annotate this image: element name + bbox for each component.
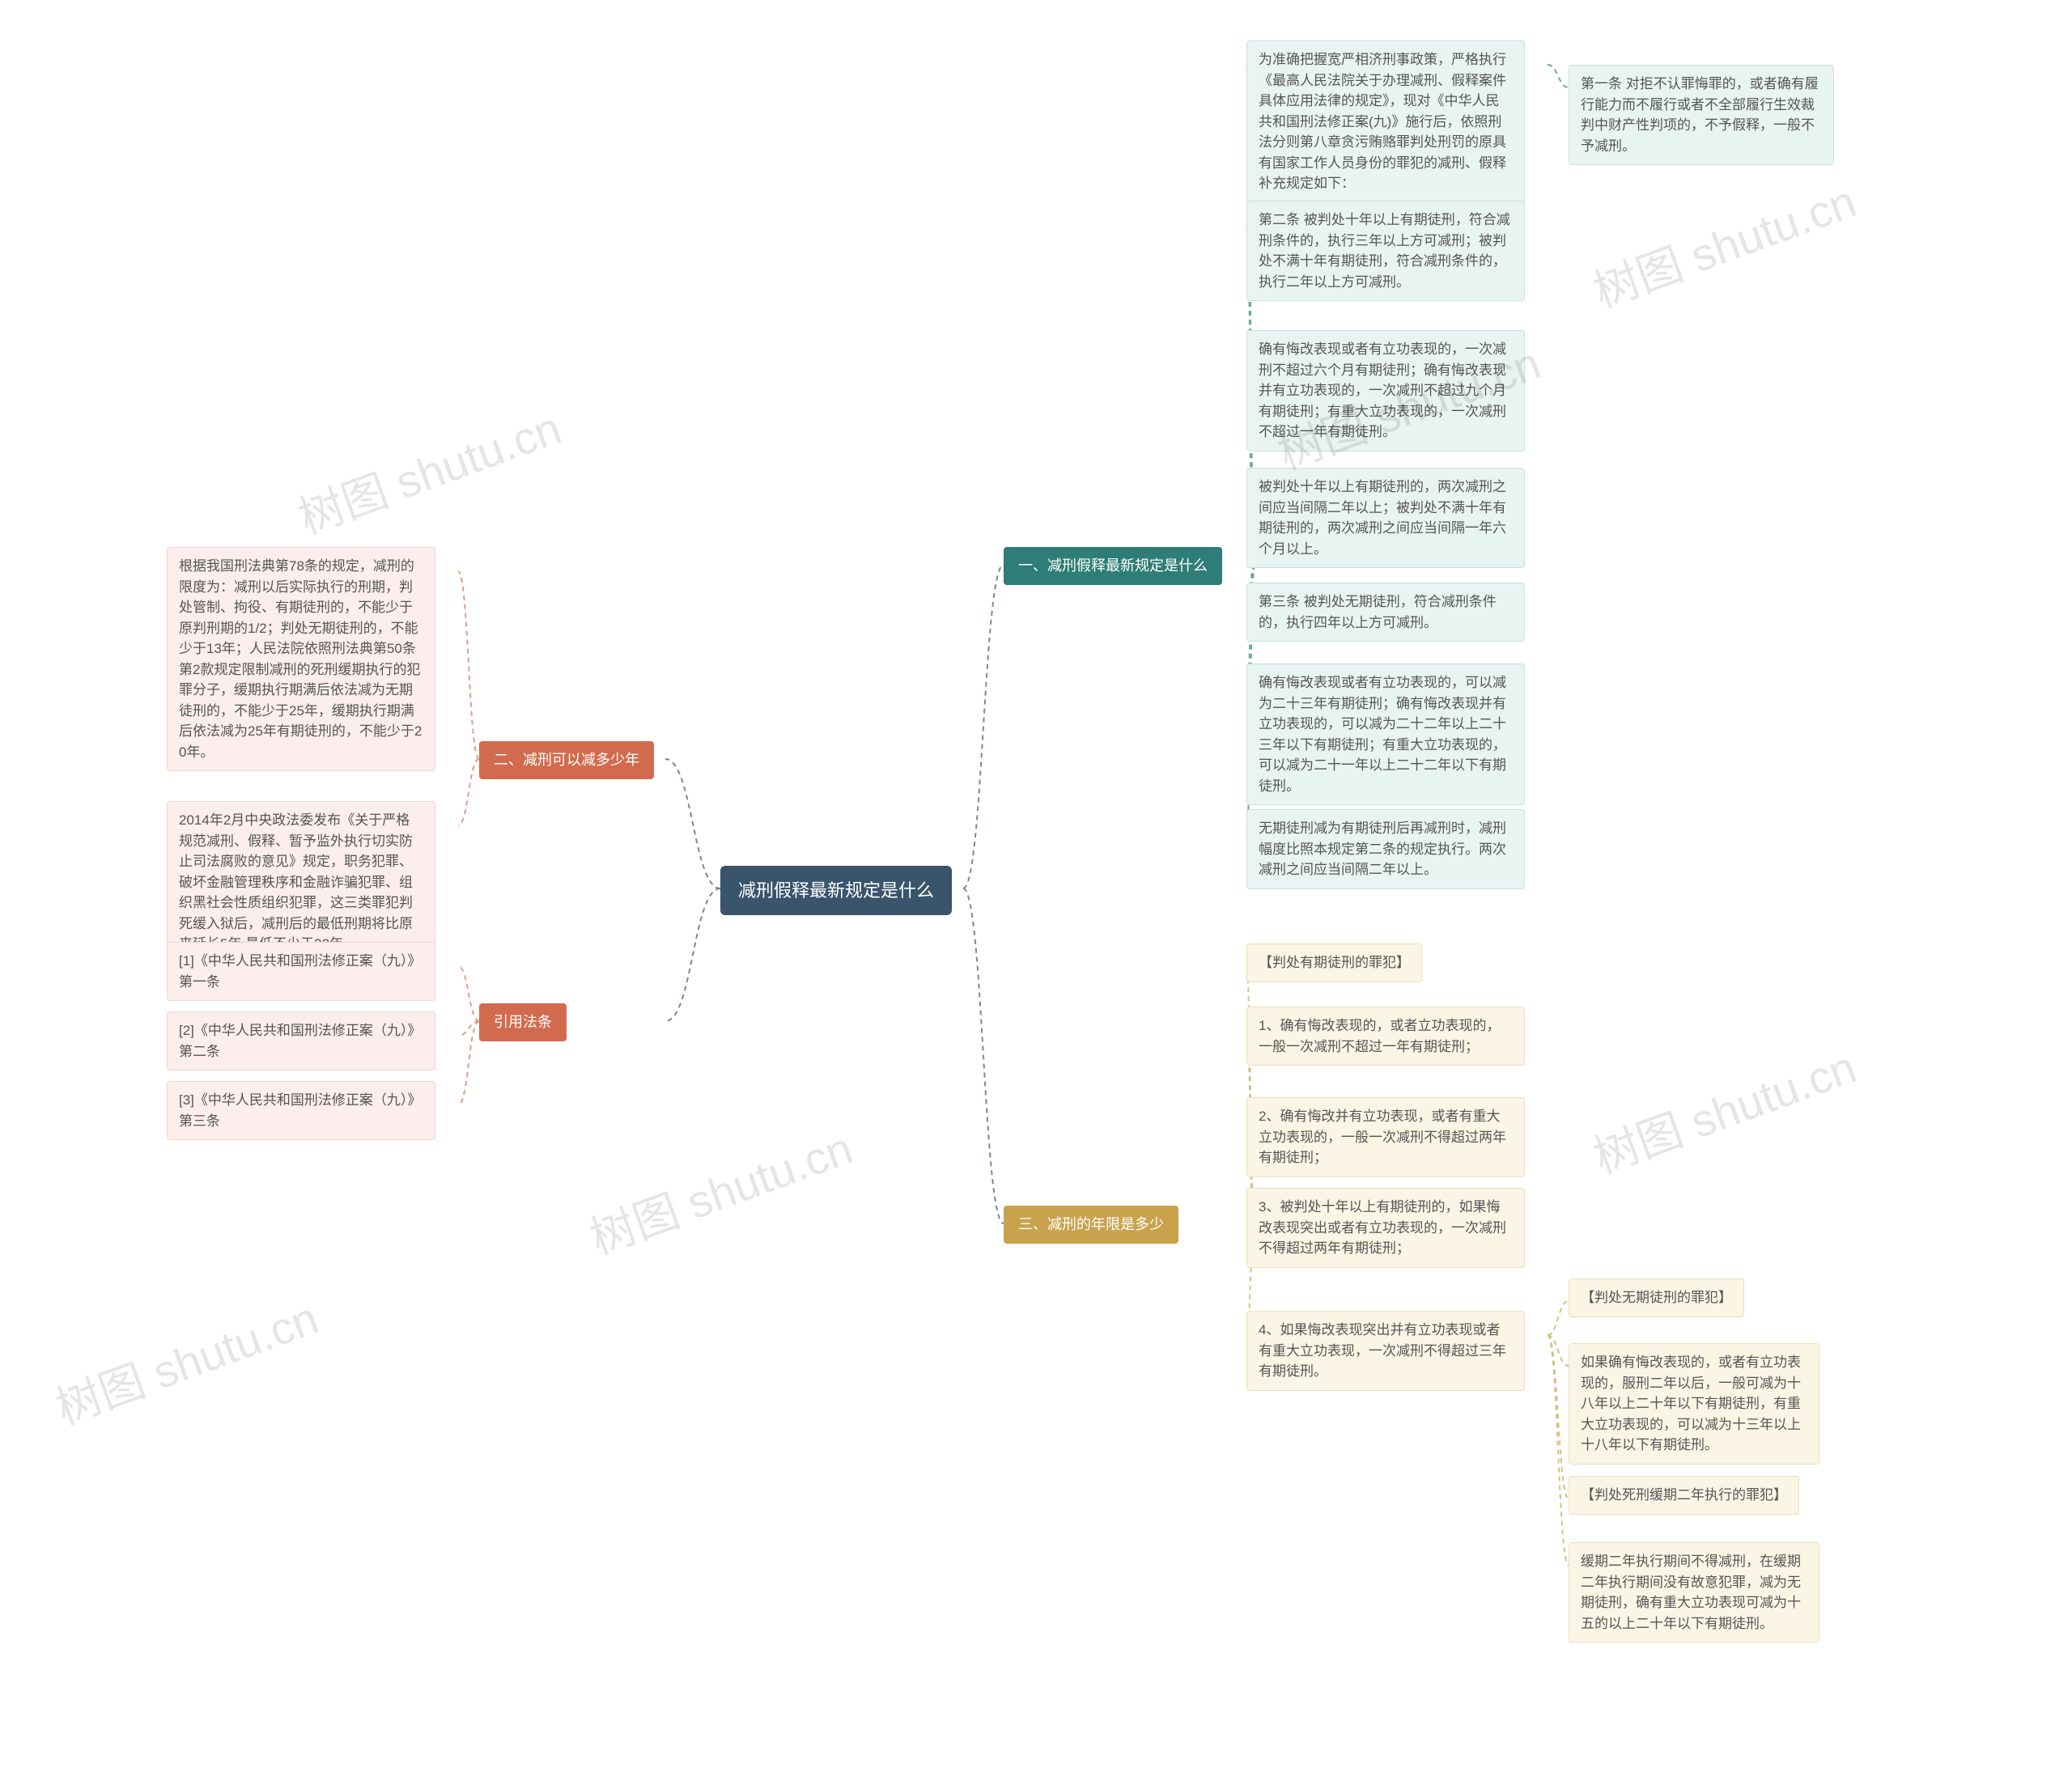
- leaf-b1c0a-label: 第一条 对拒不认罪悔罪的，或者确有履行能力而不履行或者不全部履行生效裁判中财产性…: [1569, 65, 1834, 165]
- leaf-b2c0: 根据我国刑法典第78条的规定，减刑的限度为：减刑以后实际执行的刑期，判处管制、拘…: [167, 547, 435, 771]
- leaf-b1c1-label: 第二条 被判处十年以上有期徒刑，符合减刑条件的，执行三年以上方可减刑；被判处不满…: [1246, 201, 1525, 301]
- leaf-b1c5-label: 确有悔改表现或者有立功表现的，可以减为二十三年有期徒刑；确有悔改表现并有立功表现…: [1246, 664, 1525, 805]
- leaf-b3c2: 2、确有悔改并有立功表现，或者有重大立功表现的，一般一次减刑不得超过两年有期徒刑…: [1246, 1097, 1525, 1177]
- leaf-b3c4a-label: 【判处无期徒刑的罪犯】: [1569, 1278, 1744, 1317]
- leaf-b4c2: [3]《中华人民共和国刑法修正案（九）》第三条: [167, 1081, 435, 1140]
- leaf-b3c4-label: 4、如果悔改表现突出并有立功表现或者有重大立功表现，一次减刑不得超过三年有期徒刑…: [1246, 1311, 1525, 1391]
- branch-b4-label: 引用法条: [479, 1003, 567, 1041]
- watermark: 树图 shutu.cn: [580, 1112, 860, 1267]
- leaf-b1c5: 确有悔改表现或者有立功表现的，可以减为二十三年有期徒刑；确有悔改表现并有立功表现…: [1246, 664, 1525, 805]
- leaf-b2c0-label: 根据我国刑法典第78条的规定，减刑的限度为：减刑以后实际执行的刑期，判处管制、拘…: [167, 547, 435, 771]
- branch-b2: 二、减刑可以减多少年: [479, 741, 654, 779]
- leaf-b4c1-label: [2]《中华人民共和国刑法修正案（九）》第二条: [167, 1011, 435, 1071]
- leaf-b1c0a: 第一条 对拒不认罪悔罪的，或者确有履行能力而不履行或者不全部履行生效裁判中财产性…: [1569, 65, 1834, 165]
- leaf-b3c1: 1、确有悔改表现的，或者立功表现的，一般一次减刑不超过一年有期徒刑；: [1246, 1007, 1525, 1066]
- leaf-b1c0: 为准确把握宽严相济刑事政策，严格执行《最高人民法院关于办理减刑、假释案件具体应用…: [1246, 40, 1525, 203]
- leaf-b3c2-label: 2、确有悔改并有立功表现，或者有重大立功表现的，一般一次减刑不得超过两年有期徒刑…: [1246, 1097, 1525, 1177]
- leaf-b3c1-label: 1、确有悔改表现的，或者立功表现的，一般一次减刑不超过一年有期徒刑；: [1246, 1007, 1525, 1066]
- leaf-b3c4d: 缓期二年执行期间不得减刑，在缓期二年执行期间没有故意犯罪，减为无期徒刑，确有重大…: [1569, 1542, 1819, 1643]
- watermark: 树图 shutu.cn: [288, 392, 569, 547]
- leaf-b1c4: 第三条 被判处无期徒刑，符合减刑条件的，执行四年以上方可减刑。: [1246, 583, 1525, 642]
- branch-b3-label: 三、减刑的年限是多少: [1004, 1206, 1178, 1244]
- leaf-b1c2: 确有悔改表现或者有立功表现的，一次减刑不超过六个月有期徒刑；确有悔改表现并有立功…: [1246, 330, 1525, 452]
- leaf-b3c0-label: 【判处有期徒刑的罪犯】: [1246, 943, 1422, 982]
- leaf-b2c1-label: 2014年2月中央政法委发布《关于严格规范减刑、假释、暂予监外执行切实防止司法腐…: [167, 801, 435, 964]
- leaf-b1c3-label: 被判处十年以上有期徒刑的，两次减刑之间应当间隔二年以上；被判处不满十年有期徒刑的…: [1246, 468, 1525, 568]
- leaf-b3c3-label: 3、被判处十年以上有期徒刑的，如果悔改表现突出或者有立功表现的，一次减刑不得超过…: [1246, 1188, 1525, 1268]
- leaf-b4c0-label: [1]《中华人民共和国刑法修正案（九）》第一条: [167, 942, 435, 1001]
- watermark: 树图 shutu.cn: [1583, 165, 1864, 320]
- leaf-b1c0-label: 为准确把握宽严相济刑事政策，严格执行《最高人民法院关于办理减刑、假释案件具体应用…: [1246, 40, 1525, 203]
- leaf-b1c4-label: 第三条 被判处无期徒刑，符合减刑条件的，执行四年以上方可减刑。: [1246, 583, 1525, 642]
- leaf-b3c4b-label: 如果确有悔改表现的，或者有立功表现的，服刑二年以后，一般可减为十八年以上二十年以…: [1569, 1343, 1819, 1465]
- root-node: 减刑假释最新规定是什么: [720, 866, 952, 915]
- watermark: 树图 shutu.cn: [45, 1282, 326, 1437]
- branch-b1: 一、减刑假释最新规定是什么: [1004, 547, 1222, 585]
- leaf-b1c6-label: 无期徒刑减为有期徒刑后再减刑时，减刑幅度比照本规定第二条的规定执行。两次减刑之间…: [1246, 809, 1525, 889]
- leaf-b3c4a: 【判处无期徒刑的罪犯】: [1569, 1278, 1744, 1317]
- leaf-b3c0: 【判处有期徒刑的罪犯】: [1246, 943, 1422, 982]
- leaf-b4c1: [2]《中华人民共和国刑法修正案（九）》第二条: [167, 1011, 435, 1071]
- leaf-b1c2-label: 确有悔改表现或者有立功表现的，一次减刑不超过六个月有期徒刑；确有悔改表现并有立功…: [1246, 330, 1525, 452]
- watermark: 树图 shutu.cn: [1583, 1031, 1864, 1186]
- leaf-b2c1: 2014年2月中央政法委发布《关于严格规范减刑、假释、暂予监外执行切实防止司法腐…: [167, 801, 435, 964]
- leaf-b4c0: [1]《中华人民共和国刑法修正案（九）》第一条: [167, 942, 435, 1001]
- leaf-b1c3: 被判处十年以上有期徒刑的，两次减刑之间应当间隔二年以上；被判处不满十年有期徒刑的…: [1246, 468, 1525, 568]
- leaf-b1c6: 无期徒刑减为有期徒刑后再减刑时，减刑幅度比照本规定第二条的规定执行。两次减刑之间…: [1246, 809, 1525, 889]
- branch-b3: 三、减刑的年限是多少: [1004, 1206, 1178, 1244]
- leaf-b3c3: 3、被判处十年以上有期徒刑的，如果悔改表现突出或者有立功表现的，一次减刑不得超过…: [1246, 1188, 1525, 1268]
- branch-b1-label: 一、减刑假释最新规定是什么: [1004, 547, 1222, 585]
- branch-b4: 引用法条: [479, 1003, 567, 1041]
- branch-b2-label: 二、减刑可以减多少年: [479, 741, 654, 779]
- leaf-b3c4c: 【判处死刑缓期二年执行的罪犯】: [1569, 1476, 1799, 1515]
- leaf-b3c4c-label: 【判处死刑缓期二年执行的罪犯】: [1569, 1476, 1799, 1515]
- leaf-b3c4: 4、如果悔改表现突出并有立功表现或者有重大立功表现，一次减刑不得超过三年有期徒刑…: [1246, 1311, 1525, 1391]
- root-label: 减刑假释最新规定是什么: [720, 866, 952, 915]
- leaf-b4c2-label: [3]《中华人民共和国刑法修正案（九）》第三条: [167, 1081, 435, 1140]
- leaf-b3c4b: 如果确有悔改表现的，或者有立功表现的，服刑二年以后，一般可减为十八年以上二十年以…: [1569, 1343, 1819, 1465]
- leaf-b3c4d-label: 缓期二年执行期间不得减刑，在缓期二年执行期间没有故意犯罪，减为无期徒刑，确有重大…: [1569, 1542, 1819, 1643]
- leaf-b1c1: 第二条 被判处十年以上有期徒刑，符合减刑条件的，执行三年以上方可减刑；被判处不满…: [1246, 201, 1525, 301]
